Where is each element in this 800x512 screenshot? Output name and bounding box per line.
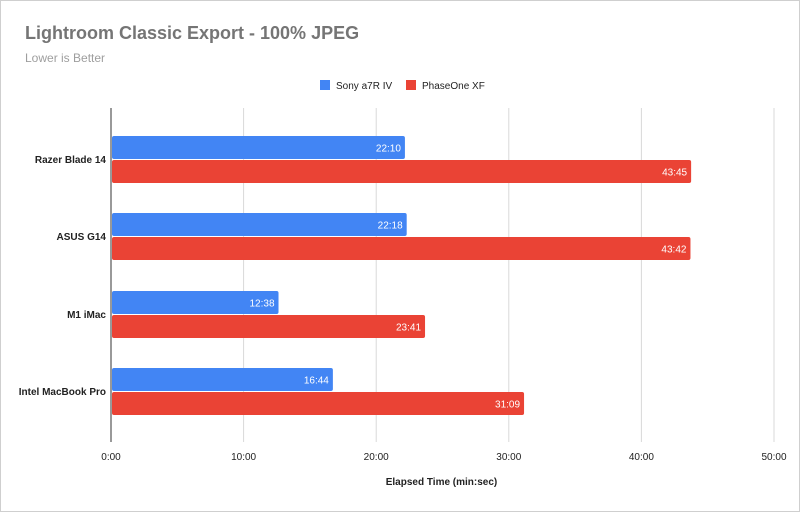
bar-data-label: 43:45: [662, 168, 687, 179]
bar: [112, 315, 426, 338]
x-tick-label: 0:00: [101, 452, 121, 463]
legend-swatch: [406, 80, 416, 90]
x-tick-label: 20:00: [364, 452, 389, 463]
x-axis-title: Elapsed Time (min:sec): [386, 477, 498, 488]
bar-data-label: 16:44: [304, 376, 329, 387]
category-label: M1 iMac: [67, 310, 106, 321]
legend-label: PhaseOne XF: [422, 81, 485, 92]
x-tick-label: 30:00: [496, 452, 521, 463]
legend-swatch: [320, 80, 330, 90]
category-label: Intel MacBook Pro: [19, 387, 106, 398]
chart-title: Lightroom Classic Export - 100% JPEG: [25, 23, 360, 43]
x-tick-label: 40:00: [629, 452, 654, 463]
bar: [112, 368, 333, 391]
category-label: ASUS G14: [57, 232, 107, 243]
bar: [112, 213, 407, 236]
category-label: Razer Blade 14: [35, 155, 107, 166]
bar-data-label: 12:38: [249, 299, 274, 310]
bar: [112, 237, 691, 260]
bar-data-label: 22:10: [376, 144, 401, 155]
bar: [112, 392, 525, 415]
bar: [112, 291, 279, 314]
legend-label: Sony a7R IV: [336, 81, 392, 92]
bar-data-label: 43:42: [661, 245, 686, 256]
bar: [112, 160, 692, 183]
x-tick-label: 50:00: [761, 452, 786, 463]
bar: [112, 136, 405, 159]
bar-data-label: 31:09: [495, 400, 520, 411]
bar-data-label: 22:18: [378, 221, 403, 232]
chart-subtitle: Lower is Better: [25, 51, 106, 65]
x-tick-label: 10:00: [231, 452, 256, 463]
bar-data-label: 23:41: [396, 323, 421, 334]
